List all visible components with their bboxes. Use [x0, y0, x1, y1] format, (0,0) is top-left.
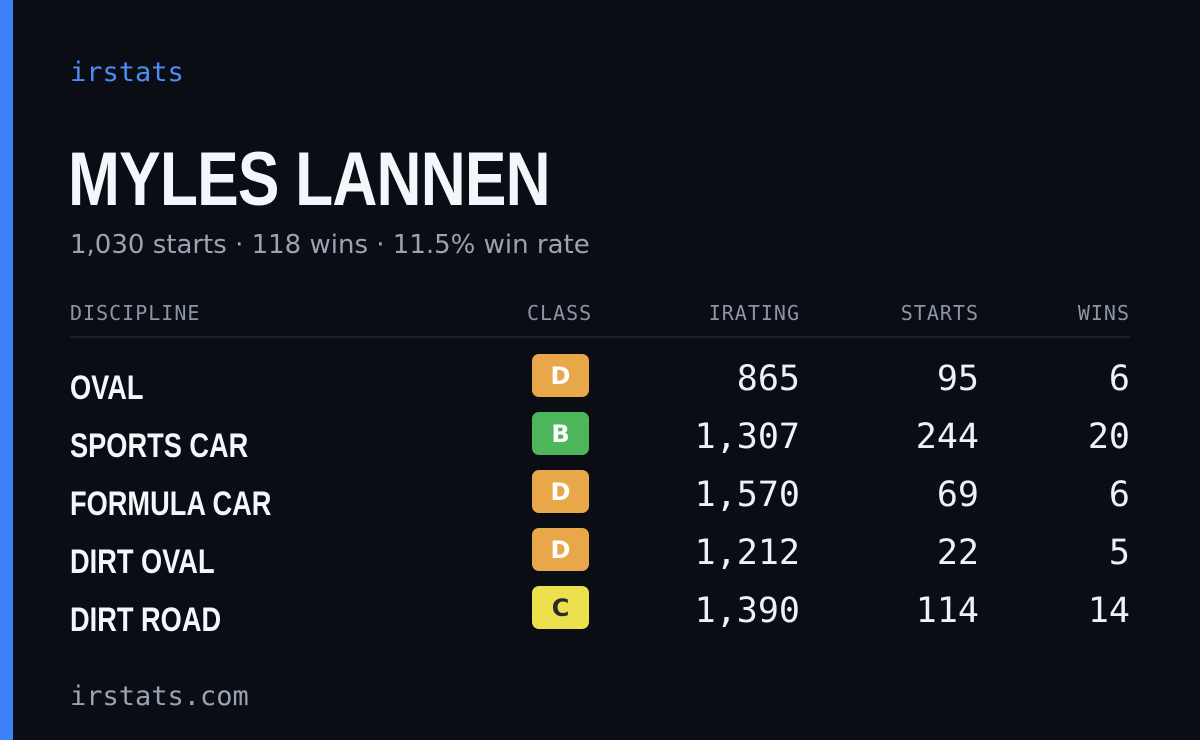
discipline-name: DIRT OVAL: [70, 543, 215, 581]
player-name: MYLES LANNEN: [68, 137, 551, 222]
accent-bar: [0, 0, 13, 740]
wins-value: 14: [1087, 591, 1130, 631]
table-row: FORMULA CAR D 1,570 69 6: [70, 468, 1130, 526]
table-row: DIRT ROAD C 1,390 114 14: [70, 584, 1130, 642]
header-irating: IRATING: [708, 301, 800, 325]
footer-url: irstats.com: [70, 681, 249, 712]
table-body: OVAL D 865 95 6 SPORTS CAR B 1,307 244 2…: [70, 338, 1130, 642]
table-row: OVAL D 865 95 6: [70, 352, 1130, 410]
class-badge: D: [532, 470, 589, 513]
header-discipline: DISCIPLINE: [70, 301, 201, 325]
class-badge: C: [532, 586, 589, 629]
discipline-name: SPORTS CAR: [70, 427, 249, 465]
starts-value: 114: [915, 591, 979, 631]
header-wins: WINS: [1077, 301, 1130, 325]
player-summary: 1,030 starts · 118 wins · 11.5% win rate: [70, 230, 590, 260]
wins-value: 5: [1108, 533, 1130, 573]
wins-value: 6: [1108, 475, 1130, 515]
discipline-name: DIRT ROAD: [70, 601, 222, 639]
discipline-name: OVAL: [70, 369, 144, 407]
irating-value: 1,212: [694, 533, 800, 573]
stats-table: DISCIPLINE CLASS IRATING STARTS WINS OVA…: [70, 296, 1130, 642]
header-class: CLASS: [527, 301, 593, 325]
irating-value: 865: [736, 359, 800, 399]
table-row: SPORTS CAR B 1,307 244 20: [70, 410, 1130, 468]
class-badge: D: [532, 354, 589, 397]
class-badge: B: [532, 412, 589, 455]
starts-value: 95: [936, 359, 979, 399]
table-header: DISCIPLINE CLASS IRATING STARTS WINS: [70, 296, 1130, 338]
wins-value: 20: [1087, 417, 1130, 457]
starts-value: 69: [936, 475, 979, 515]
class-badge: D: [532, 528, 589, 571]
discipline-name: FORMULA CAR: [70, 485, 272, 523]
wins-value: 6: [1108, 359, 1130, 399]
starts-value: 22: [936, 533, 979, 573]
irating-value: 1,390: [694, 591, 800, 631]
irating-value: 1,570: [694, 475, 800, 515]
header-starts: STARTS: [900, 301, 979, 325]
irating-value: 1,307: [694, 417, 800, 457]
table-row: DIRT OVAL D 1,212 22 5: [70, 526, 1130, 584]
brand-logo: irstats: [70, 57, 184, 88]
starts-value: 244: [915, 417, 979, 457]
